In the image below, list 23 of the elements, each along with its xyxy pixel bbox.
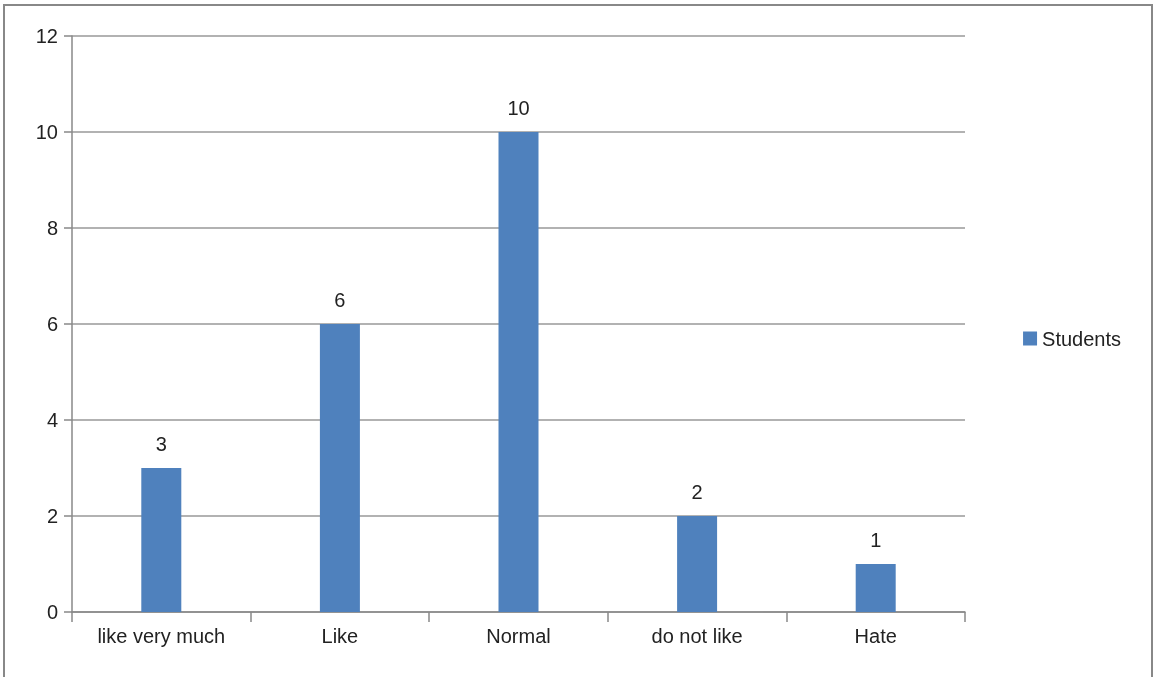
bar <box>141 468 182 612</box>
y-tick-label: 8 <box>46 217 58 239</box>
data-label: 6 <box>334 289 346 311</box>
y-tick-label: 12 <box>35 25 58 47</box>
bar <box>677 516 718 612</box>
x-tick-label: Hate <box>854 625 897 647</box>
x-tick-label: Like <box>321 625 359 647</box>
data-label: 10 <box>507 97 530 119</box>
y-tick-label: 6 <box>46 313 58 335</box>
bar <box>319 324 360 612</box>
data-label: 2 <box>691 481 703 503</box>
legend-label: Students <box>1042 327 1122 350</box>
bar <box>855 564 896 612</box>
x-tick-label: like very much <box>97 625 226 647</box>
y-tick-label: 10 <box>35 121 58 143</box>
y-tick-label: 4 <box>46 409 58 431</box>
data-label: 1 <box>870 529 882 551</box>
x-tick-label: Normal <box>486 625 551 647</box>
x-tick-label: do not like <box>651 625 743 647</box>
data-label: 3 <box>155 433 167 455</box>
bar <box>498 132 539 612</box>
y-tick-label: 0 <box>46 601 58 623</box>
y-tick-label: 2 <box>46 505 58 527</box>
